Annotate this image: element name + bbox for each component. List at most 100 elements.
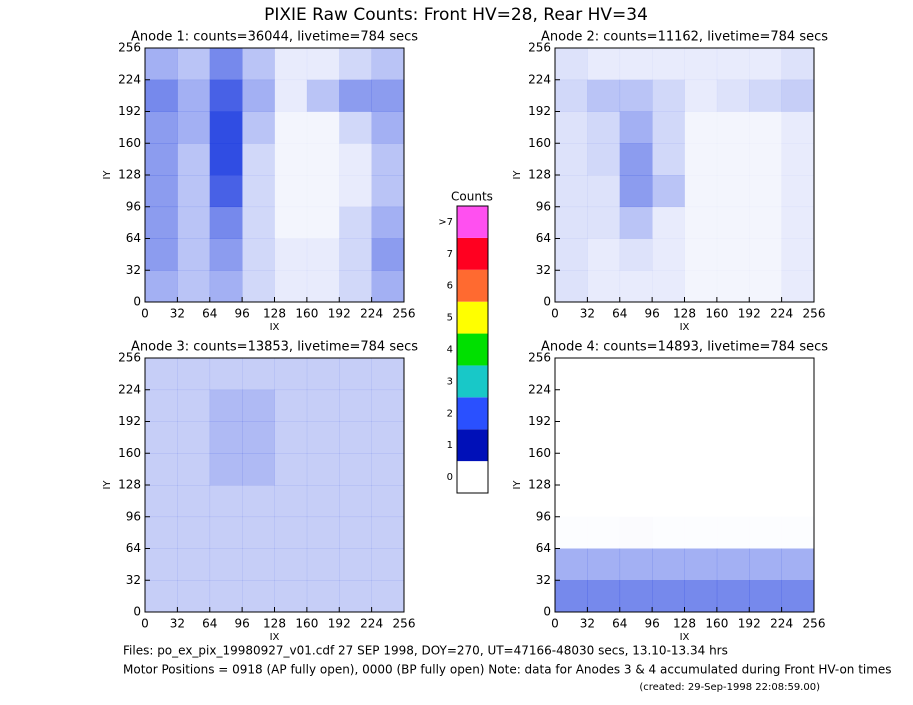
heat-cell	[619, 270, 653, 303]
x-tick-label: 32	[580, 617, 595, 631]
y-tick-label: 32	[126, 573, 141, 587]
heat-cell	[619, 238, 653, 271]
heat-cell	[782, 485, 815, 517]
colorbar-label: 7	[447, 249, 453, 260]
heat-cell	[652, 206, 685, 239]
x-tick-label: 128	[673, 617, 696, 631]
heat-cell	[242, 206, 275, 239]
heat-cell	[177, 270, 211, 303]
x-tick-label: 256	[803, 617, 826, 631]
heat-cell	[555, 270, 588, 303]
heat-cell	[145, 389, 178, 422]
colorbar-frame	[456, 205, 489, 494]
x-axis-label: IX	[680, 632, 690, 643]
heat-cell	[782, 358, 815, 390]
heat-cell	[555, 48, 588, 81]
heat-cell	[587, 453, 620, 485]
heat-cell	[242, 358, 275, 391]
heat-cell	[684, 48, 718, 81]
heat-cell	[371, 358, 405, 391]
heat-cell	[209, 79, 243, 112]
colorbar-label: 2	[447, 408, 453, 419]
x-tick-label: 224	[360, 617, 383, 631]
heat-cell	[781, 270, 815, 303]
heat-cell	[145, 453, 178, 486]
heat-cell	[652, 143, 685, 176]
heat-cell	[371, 389, 405, 422]
heat-cell	[371, 79, 405, 112]
heat-cell	[145, 111, 178, 144]
heat-cell	[749, 79, 782, 112]
heat-cell	[209, 270, 243, 303]
heat-cell	[716, 206, 750, 239]
heat-cell	[177, 516, 211, 549]
heat-cell	[242, 175, 275, 208]
heat-cell	[274, 111, 308, 144]
x-tick-label: 128	[263, 307, 286, 321]
heat-cell	[781, 548, 815, 581]
heat-cell	[209, 238, 243, 271]
panel-title: Anode 4: counts=14893, livetime=784 secs	[541, 340, 828, 355]
heat-cell	[209, 175, 243, 208]
heat-cell	[177, 206, 211, 239]
heat-cell	[685, 453, 718, 485]
heat-cell	[587, 175, 621, 208]
x-tick-label: 224	[360, 307, 383, 321]
heat-cell	[620, 453, 653, 485]
y-tick-label: 192	[118, 414, 141, 428]
heat-cell	[652, 238, 685, 271]
heat-cell	[209, 111, 243, 144]
heat-cell	[716, 143, 750, 176]
heat-cell	[274, 79, 308, 112]
colorbar-label: 6	[447, 281, 453, 292]
y-axis-label: IY	[102, 170, 113, 180]
panel-title: Anode 3: counts=13853, livetime=784 secs	[131, 340, 418, 355]
heat-cell	[339, 143, 372, 176]
heat-cell	[371, 421, 405, 454]
x-tick-label: 256	[393, 307, 416, 321]
heat-cell	[339, 548, 372, 581]
heat-cell	[306, 358, 340, 391]
heat-cell	[306, 143, 340, 176]
heat-cell	[177, 358, 211, 391]
heat-cell	[717, 358, 750, 390]
colorbar-label: >7	[438, 217, 453, 228]
heat-cell	[684, 175, 718, 208]
heat-cell	[555, 206, 588, 239]
heat-cell	[371, 485, 405, 518]
heat-cell	[716, 580, 750, 613]
heat-cell	[339, 175, 372, 208]
heat-cell	[749, 143, 782, 176]
heat-cell	[652, 485, 685, 517]
heat-cell	[177, 79, 211, 112]
heat-cell	[209, 48, 243, 81]
heat-cell	[684, 111, 718, 144]
heat-cell	[716, 548, 750, 581]
heat-cell	[371, 206, 405, 239]
heat-cell	[620, 390, 653, 422]
heat-cell	[306, 580, 340, 613]
heat-cell	[306, 175, 340, 208]
heat-cell	[371, 516, 405, 549]
x-tick-label: 224	[770, 617, 793, 631]
heat-cell	[209, 580, 243, 613]
x-tick-label: 0	[551, 307, 559, 321]
heat-cell	[209, 485, 243, 518]
heat-cell	[717, 453, 750, 485]
x-tick-label: 160	[295, 307, 318, 321]
heat-cell	[652, 175, 685, 208]
heat-cell	[306, 79, 340, 112]
heat-cell	[619, 143, 653, 176]
x-tick-label: 256	[803, 307, 826, 321]
heat-cell	[274, 175, 308, 208]
heat-cell	[177, 143, 211, 176]
y-tick-label: 96	[536, 509, 551, 523]
heat-cell	[177, 548, 211, 581]
heat-cell	[339, 111, 372, 144]
heat-cell	[684, 270, 718, 303]
footer-line: (created: 29-Sep-1998 22:08:59.00)	[639, 682, 820, 693]
heat-cell	[587, 422, 620, 454]
heat-cell	[749, 485, 782, 517]
heat-cell	[555, 358, 588, 390]
